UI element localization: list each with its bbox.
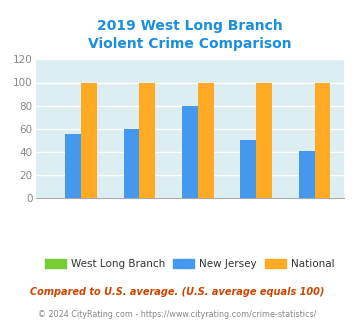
- Title: 2019 West Long Branch
Violent Crime Comparison: 2019 West Long Branch Violent Crime Comp…: [88, 19, 292, 51]
- Legend: West Long Branch, New Jersey, National: West Long Branch, New Jersey, National: [42, 256, 338, 272]
- Bar: [124, 129, 140, 198]
- Text: Compared to U.S. average. (U.S. average equals 100): Compared to U.S. average. (U.S. average …: [30, 287, 325, 297]
- Bar: [198, 82, 214, 198]
- Bar: [140, 82, 155, 198]
- Bar: [256, 82, 272, 198]
- Bar: [299, 150, 315, 198]
- Bar: [182, 106, 198, 198]
- Bar: [240, 140, 256, 198]
- Bar: [81, 82, 97, 198]
- Bar: [65, 135, 81, 198]
- Bar: [315, 82, 330, 198]
- Text: © 2024 CityRating.com - https://www.cityrating.com/crime-statistics/: © 2024 CityRating.com - https://www.city…: [38, 310, 317, 319]
